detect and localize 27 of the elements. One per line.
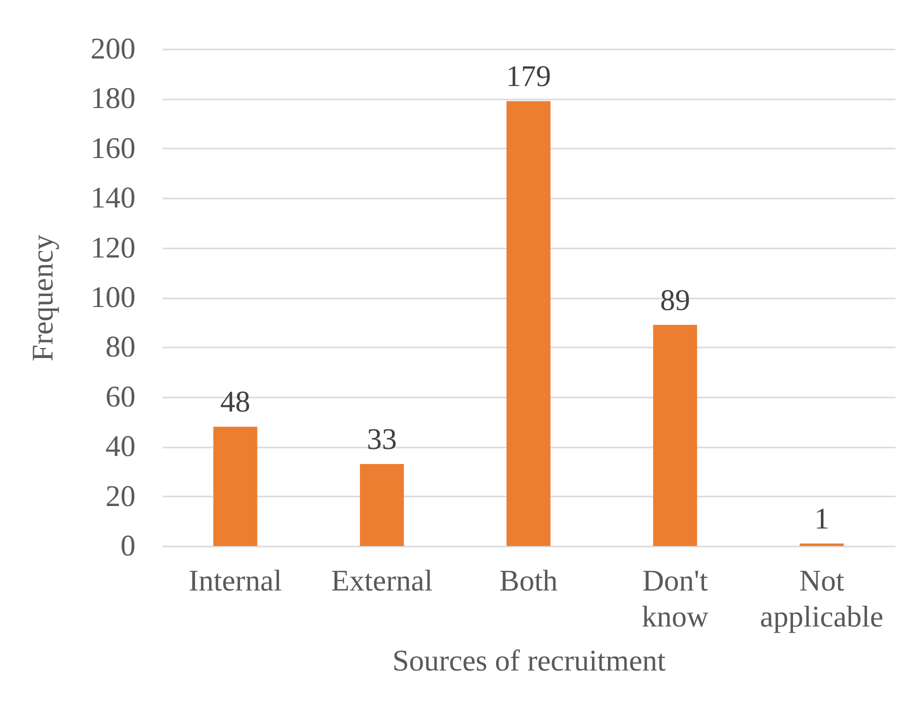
x-tick-label: Both	[499, 564, 558, 598]
data-label: 48	[220, 386, 250, 419]
y-tick-label: 20	[106, 480, 136, 513]
bar	[213, 426, 258, 546]
y-tick-label: 0	[120, 530, 136, 562]
y-tick-label: 140	[90, 182, 136, 215]
y-tick-label: 40	[106, 430, 136, 464]
x-tick-label: Internal	[188, 564, 282, 598]
y-tick-label: 120	[90, 231, 136, 264]
y-axis-title: Frequency	[26, 234, 60, 362]
x-tick-label: External	[331, 564, 433, 598]
x-axis-title: Sources of recruitment	[392, 644, 666, 678]
data-label: 179	[506, 60, 551, 94]
x-tick-label: Not applicable	[760, 564, 884, 634]
y-tick-label: 80	[106, 330, 136, 364]
bar	[360, 464, 404, 546]
y-tick-label: 200	[90, 32, 136, 66]
data-label: 1	[814, 502, 830, 536]
bar	[653, 324, 698, 546]
bar	[506, 101, 550, 546]
y-tick-label: 180	[90, 82, 136, 116]
y-tick-label: 60	[106, 380, 136, 414]
data-label: 89	[660, 284, 690, 317]
x-tick-label: Don't know	[642, 564, 709, 634]
y-tick-label: 160	[90, 132, 136, 165]
data-label: 33	[366, 422, 397, 456]
y-tick-label: 100	[90, 281, 136, 314]
